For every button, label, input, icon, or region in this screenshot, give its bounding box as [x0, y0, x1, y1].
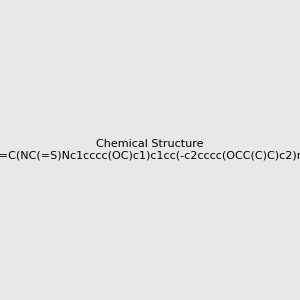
Text: Chemical Structure
O=C(NC(=S)Nc1cccc(OC)c1)c1cc(-c2cccc(OCC(C)C)c2)nc: Chemical Structure O=C(NC(=S)Nc1cccc(OC)… — [0, 139, 300, 161]
